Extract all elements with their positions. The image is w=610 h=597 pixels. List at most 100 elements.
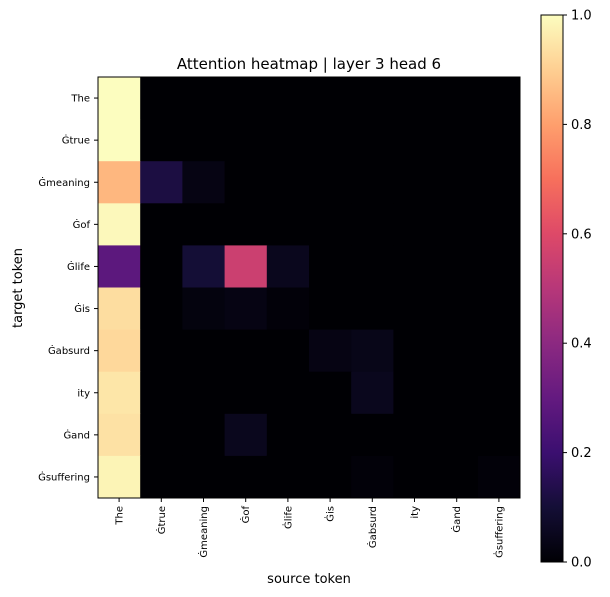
heatmap-cell [182,413,226,457]
heatmap-cell [309,329,352,373]
heatmap-cell [266,329,310,373]
heatmap-cell [98,77,141,120]
heatmap-cell [98,287,141,331]
heatmap-cell [140,329,183,373]
heatmap-cell [98,329,141,373]
heatmap-cell [224,203,268,246]
heatmap-cell [224,119,268,162]
heatmap-cell [224,161,268,204]
heatmap-cell [98,203,141,246]
y-axis-label: target token [11,248,26,328]
heatmap-cell [224,371,268,415]
heatmap-cell [477,245,521,288]
y-tick-label: Ġand [63,428,90,441]
heatmap-cell [182,371,226,415]
heatmap-cell [351,413,394,457]
x-tick-label: Ġabsurd [366,506,379,548]
y-tick-label: Ġsuffering [38,470,90,483]
heatmap-cell [309,119,352,162]
heatmap-cell [266,77,310,120]
heatmap-cell [140,287,183,331]
heatmap-cell [224,329,268,373]
heatmap-cell [435,161,479,204]
heatmap-cell [182,455,226,499]
heatmap-cell [309,245,352,288]
heatmap-cell [351,455,394,499]
heatmap-cell [435,77,479,120]
colorbar-tick-label: 0.4 [571,337,592,352]
heatmap-cell [98,245,141,288]
heatmap-cell [351,203,394,246]
heatmap-cell [477,203,521,246]
y-tick-label: Ġlife [67,260,90,273]
heatmap-cell [309,203,352,246]
heatmap-cell [182,161,226,204]
heatmap-cell [266,371,310,415]
x-tick-label: Ġis [324,506,337,522]
heatmap-cell [351,119,394,162]
heatmap-cell [182,245,226,288]
y-tick-label: The [70,94,90,105]
heatmap-cell [351,245,394,288]
heatmap-cell [477,287,521,331]
heatmap-cell [98,413,141,457]
heatmap-cell [224,455,268,499]
heatmap-cell [393,455,437,499]
x-tick-label: Ġmeaning [197,506,210,558]
heatmap-cell [393,119,437,162]
heatmap-cell [393,77,437,120]
heatmap-cell [266,119,310,162]
y-tick-labels: The Ġtrue Ġmeaning Ġof Ġlife Ġis Ġabsurd ity Ġan… [38,94,98,483]
heatmap-cell [140,245,183,288]
heatmap-cell [351,161,394,204]
y-tick-label: Ġtrue [62,134,90,147]
heatmap-cell [224,77,268,120]
x-tick-label: Ġof [239,506,252,524]
heatmap-cell [351,287,394,331]
heatmap-cell [140,371,183,415]
heatmap-cell [224,287,268,331]
heatmap-cell [98,119,141,162]
heatmap-cell [435,413,479,457]
heatmap-cell [140,203,183,246]
heatmap-cell [393,161,437,204]
colorbar-tick-label: 0.6 [571,227,592,242]
heatmap-cell [182,119,226,162]
y-tick-label: Ġis [74,302,90,315]
heatmap-cell [477,161,521,204]
heatmap-cell [140,77,183,120]
heatmap-cell [435,203,479,246]
colorbar-ticks: 0.0 0.2 0.4 0.6 0.8 1.0 [563,9,592,571]
x-tick-label: Ġand [450,506,463,533]
heatmap-cell [98,161,141,204]
heatmap-cell [393,329,437,373]
heatmap-cell [393,371,437,415]
colorbar-tick-label: 0.2 [571,446,592,461]
heatmap-cell [182,329,226,373]
heatmap-cell [435,119,479,162]
heatmap-cell [309,161,352,204]
heatmap-cell [435,455,479,499]
heatmap-cell [182,287,226,331]
heatmap-cell [266,203,310,246]
chart-title: Attention heatmap | layer 3 head 6 [177,55,441,73]
heatmap-cell [309,371,352,415]
heatmap-cell [351,77,394,120]
colorbar-tick-label: 1.0 [571,9,592,24]
heatmap-cell [140,119,183,162]
x-tick-label: Ġlife [281,506,294,529]
heatmap-cell [266,161,310,204]
heatmap-cell [351,329,394,373]
heatmap-cell [435,329,479,373]
x-tick-label: ity [410,506,421,519]
y-tick-label: Ġof [73,218,91,231]
heatmap-cell [309,287,352,331]
heatmap-cell [309,413,352,457]
heatmap-cell [140,161,183,204]
heatmap-cell [224,245,268,288]
x-tick-label: The [115,506,126,526]
heatmap-cell [182,77,226,120]
heatmap-cell [393,245,437,288]
heatmap-cell [393,287,437,331]
heatmap-cell [351,371,394,415]
